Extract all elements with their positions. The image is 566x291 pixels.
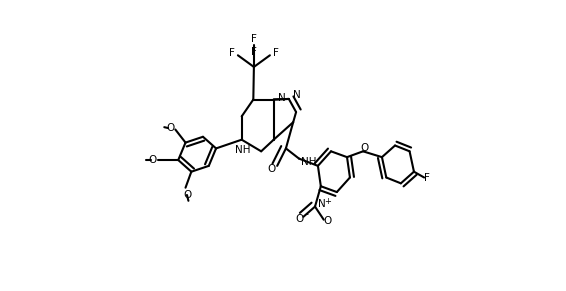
Text: NH: NH [301,157,317,166]
Text: O: O [268,164,276,174]
Text: +: + [324,197,331,206]
Text: -: - [305,209,309,219]
Text: F: F [273,48,279,58]
Text: F: F [251,47,257,57]
Text: N: N [293,91,301,100]
Text: NH: NH [235,145,251,155]
Text: N: N [318,199,325,209]
Text: O: O [323,216,331,226]
Text: O: O [148,155,157,165]
Text: O: O [184,190,192,200]
Text: O: O [361,143,368,153]
Text: N: N [278,93,286,103]
Text: F: F [424,173,430,182]
Text: F: F [229,48,234,58]
Text: F: F [251,34,257,44]
Text: O: O [296,214,304,224]
Text: O: O [167,123,175,133]
